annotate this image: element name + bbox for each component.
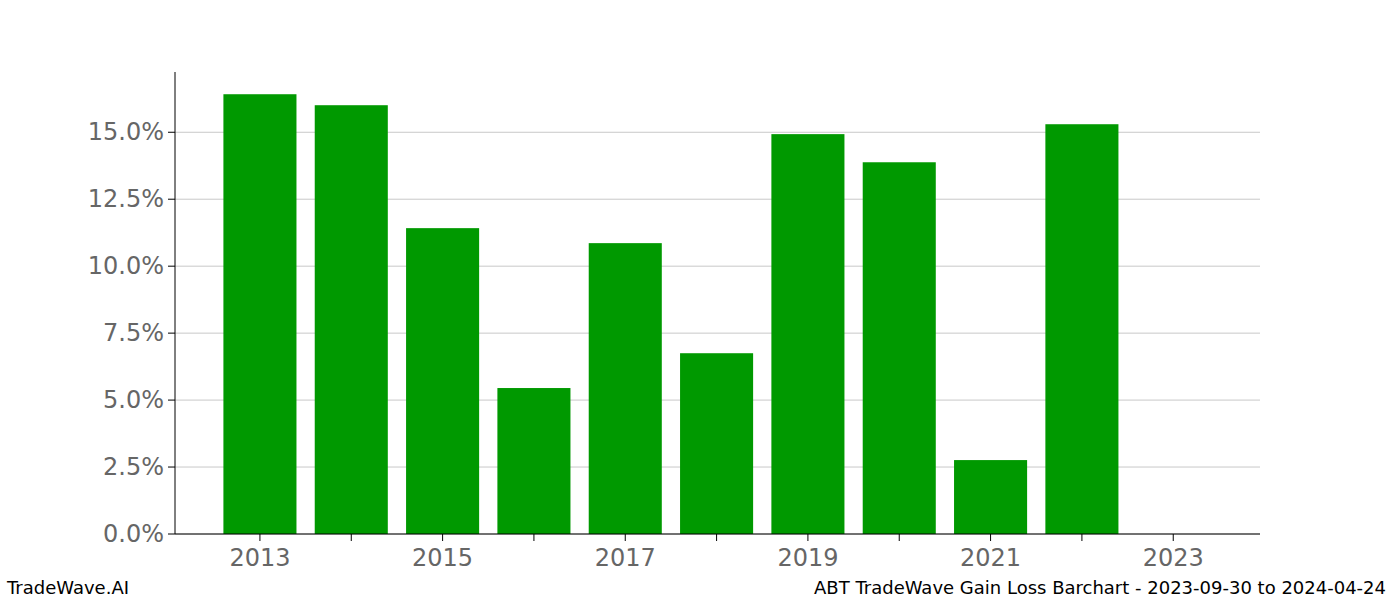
grid-line: [175, 534, 1260, 535]
chart-container: 0.0% 2.5% 5.0% 7.5% 10.0% 12.5% 15.0% 2013 2015 2…: [0, 0, 1400, 600]
bar: [863, 162, 936, 534]
x-tick: [899, 534, 900, 541]
bar: [954, 460, 1027, 534]
bar: [497, 388, 570, 534]
y-tick: [168, 400, 175, 401]
annotation: TradeWave.AI: [6, 577, 129, 598]
x-tick-label: 2023: [1143, 544, 1204, 572]
chart: 0.0% 2.5% 5.0% 7.5% 10.0% 12.5% 15.0% 2013 2015 2…: [0, 0, 1400, 600]
title: ABT TradeWave Gain Loss Barchart - 2023-…: [814, 577, 1386, 598]
bar: [589, 243, 662, 534]
x-tick: [1081, 534, 1082, 541]
y-tick: [168, 199, 175, 200]
x-tick: [442, 534, 443, 541]
bar: [771, 134, 844, 534]
y-tick: [168, 467, 175, 468]
x-tick-label: 2013: [229, 544, 290, 572]
x-tick: [807, 534, 808, 541]
y-tick-label: 5.0%: [103, 386, 164, 414]
y-tick-label: 10.0%: [88, 252, 164, 280]
y-tick-label: 15.0%: [88, 118, 164, 146]
bar: [1045, 124, 1118, 534]
x-tick: [716, 534, 717, 541]
y-tick: [168, 132, 175, 133]
bar: [680, 353, 753, 534]
x-tick-label: 2019: [777, 544, 838, 572]
x-tick: [1173, 534, 1174, 541]
x-tick: [533, 534, 534, 541]
x-tick: [990, 534, 991, 541]
y-tick-label: 2.5%: [103, 453, 164, 481]
y-tick-label: 0.0%: [103, 520, 164, 548]
x-tick-label: 2021: [960, 544, 1021, 572]
y-axis: [175, 72, 176, 534]
y-tick: [168, 333, 175, 334]
x-tick: [351, 534, 352, 541]
bar: [315, 105, 388, 534]
x-tick-label: 2015: [412, 544, 473, 572]
x-axis: [175, 534, 1260, 535]
y-tick-label: 7.5%: [103, 319, 164, 347]
x-tick-label: 2017: [595, 544, 656, 572]
x-tick: [259, 534, 260, 541]
x-tick: [625, 534, 626, 541]
bar: [406, 228, 479, 534]
y-tick-label: 12.5%: [88, 185, 164, 213]
bars: [223, 94, 1118, 534]
bar: [223, 94, 296, 534]
y-tick: [168, 534, 175, 535]
y-tick: [168, 266, 175, 267]
